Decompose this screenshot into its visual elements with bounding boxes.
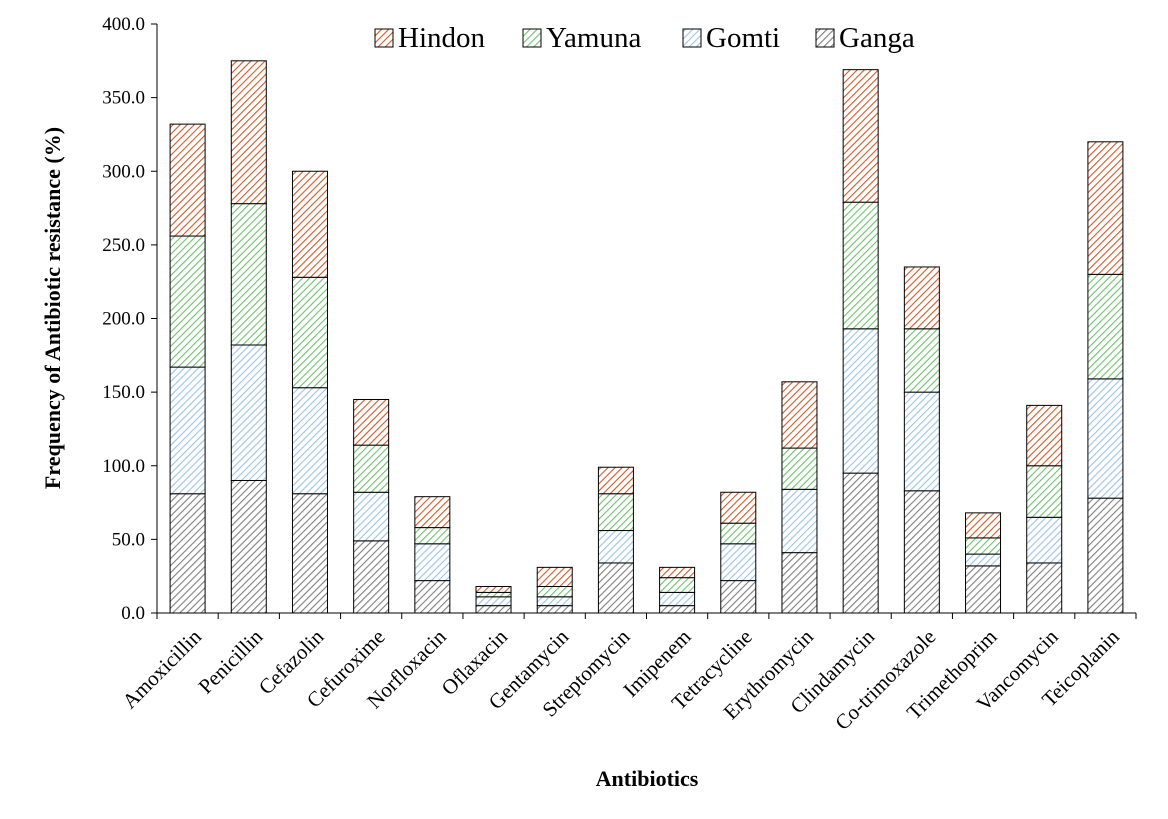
bar-hindon-teicoplanin xyxy=(1087,141,1124,275)
y-tick-label: 100.0 xyxy=(102,456,145,477)
bar-hindon-streptomycin xyxy=(597,466,634,495)
legend-label-hindon: Hindon xyxy=(398,22,486,54)
legend-swatch-hindon xyxy=(374,28,394,48)
bar-gomti-norfloxacin xyxy=(414,543,451,582)
y-tick-label: 200.0 xyxy=(102,309,145,330)
bar-hindon-amoxicillin xyxy=(169,123,206,237)
y-tick-label: 150.0 xyxy=(102,382,145,403)
bar-ganga-teicoplanin xyxy=(1087,497,1124,614)
bar-yamuna-cefuroxime xyxy=(353,444,390,493)
bar-ganga-penicillin xyxy=(230,479,267,614)
bar-yamuna-penicillin xyxy=(230,203,267,346)
bar-yamuna-oflaxacin xyxy=(475,591,512,598)
bar-gomti-streptomycin xyxy=(597,530,634,564)
bar-hindon-tetracycline xyxy=(720,491,757,524)
bar-hindon-co-trimoxazole xyxy=(903,266,940,330)
x-tick-label: Amoxicillin xyxy=(117,624,206,713)
legend-label-ganga: Ganga xyxy=(839,22,915,54)
bar-yamuna-imipenem xyxy=(659,577,696,593)
bar-hindon-imipenem xyxy=(659,566,696,579)
bar-hindon-cefuroxime xyxy=(353,398,390,446)
bar-gomti-oflaxacin xyxy=(475,596,512,607)
bar-yamuna-cefazolin xyxy=(291,276,328,389)
bar-yamuna-clindamycin xyxy=(842,201,879,330)
bar-gomti-amoxicillin xyxy=(169,366,206,495)
legend-swatch-yamuna xyxy=(522,28,542,48)
bar-yamuna-teicoplanin xyxy=(1087,273,1124,380)
x-axis xyxy=(156,612,1137,619)
y-tick-label: 0.0 xyxy=(121,603,145,624)
bar-ganga-norfloxacin xyxy=(414,580,451,614)
bar-ganga-tetracycline xyxy=(720,580,757,614)
bar-yamuna-erythromycin xyxy=(781,447,818,490)
bar-gomti-erythromycin xyxy=(781,488,818,554)
bar-hindon-cefazolin xyxy=(291,170,328,278)
bar-hindon-norfloxacin xyxy=(414,496,451,529)
bar-gomti-cefuroxime xyxy=(353,491,390,542)
x-axis-title: Antibiotics xyxy=(596,766,699,791)
bar-gomti-cefazolin xyxy=(291,387,328,495)
legend-label-yamuna: Yamuna xyxy=(546,22,641,54)
bar-ganga-amoxicillin xyxy=(169,493,206,614)
bar-gomti-tetracycline xyxy=(720,543,757,582)
bar-yamuna-co-trimoxazole xyxy=(903,328,940,393)
legend-swatch-ganga xyxy=(815,28,835,48)
bar-gomti-penicillin xyxy=(230,344,267,481)
bar-ganga-erythromycin xyxy=(781,552,818,614)
bar-hindon-clindamycin xyxy=(842,69,879,203)
bar-hindon-gentamycin xyxy=(536,566,573,587)
bar-gomti-vancomycin xyxy=(1026,516,1063,564)
bar-hindon-erythromycin xyxy=(781,381,818,449)
bar-ganga-imipenem xyxy=(659,605,696,614)
bar-ganga-oflaxacin xyxy=(475,605,512,614)
y-axis-title: Frequency of Antibiotic resistance (%) xyxy=(40,127,65,489)
bar-ganga-gentamycin xyxy=(536,605,573,614)
bar-ganga-cefuroxime xyxy=(353,540,390,614)
bar-gomti-teicoplanin xyxy=(1087,378,1124,499)
bar-ganga-trimethoprim xyxy=(965,565,1002,614)
bar-yamuna-tetracycline xyxy=(720,522,757,545)
y-axis: 0.0 50.0 100.0 150.0 200.0 250.0 300.0 350.0 400… xyxy=(102,14,158,624)
y-tick-label: 350.0 xyxy=(102,88,145,109)
y-tick-label: 400.0 xyxy=(102,14,145,35)
bar-gomti-trimethoprim xyxy=(965,553,1002,567)
bar-yamuna-norfloxacin xyxy=(414,527,451,545)
legend-label-gomti: Gomti xyxy=(706,22,780,54)
bar-gomti-clindamycin xyxy=(842,328,879,474)
bar-gomti-gentamycin xyxy=(536,596,573,607)
bar-ganga-cefazolin xyxy=(291,493,328,614)
bar-ganga-streptomycin xyxy=(597,562,634,614)
bar-hindon-trimethoprim xyxy=(965,512,1002,539)
y-tick-label: 300.0 xyxy=(102,161,145,182)
category-labels: AmoxicillinPenicillinCefazolinCefuroxime… xyxy=(117,624,1124,735)
legend: Hindon Yamuna Gomti Ganga xyxy=(374,22,915,54)
bar-ganga-vancomycin xyxy=(1026,562,1063,614)
x-tick-label: Penicillin xyxy=(193,624,267,698)
bar-ganga-co-trimoxazole xyxy=(903,490,940,614)
bar-ganga-clindamycin xyxy=(842,472,879,614)
bar-hindon-oflaxacin xyxy=(475,585,512,593)
bar-yamuna-vancomycin xyxy=(1026,465,1063,518)
bar-gomti-co-trimoxazole xyxy=(903,391,940,492)
legend-swatch-gomti xyxy=(682,28,702,48)
bar-hindon-vancomycin xyxy=(1026,404,1063,467)
bars xyxy=(169,60,1124,614)
bar-hindon-penicillin xyxy=(230,60,267,205)
y-tick-label: 50.0 xyxy=(112,529,145,550)
bar-yamuna-trimethoprim xyxy=(965,537,1002,555)
bar-gomti-imipenem xyxy=(659,591,696,607)
bar-yamuna-amoxicillin xyxy=(169,235,206,368)
bar-yamuna-streptomycin xyxy=(597,493,634,532)
y-tick-label: 250.0 xyxy=(102,235,145,256)
bar-yamuna-gentamycin xyxy=(536,585,573,598)
